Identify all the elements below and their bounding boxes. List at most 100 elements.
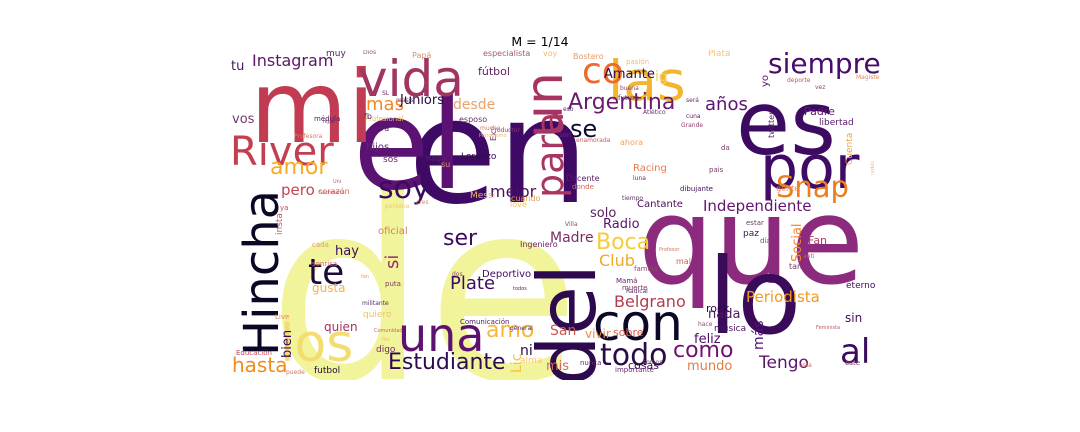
word-los: los bbox=[280, 314, 354, 374]
word-gusta: gusta bbox=[312, 281, 346, 295]
word-siempre: siempre bbox=[768, 50, 880, 80]
word-juniors: Juniors bbox=[400, 93, 444, 108]
word-cloud: de que en el mi es las del lo vida una con los Hincha… bbox=[228, 50, 880, 380]
word-oficial: oficial bbox=[378, 226, 408, 237]
word-cosas: cosas bbox=[628, 359, 659, 372]
word-importante: importante bbox=[615, 366, 654, 374]
word-belgrano: Belgrano bbox=[614, 292, 686, 311]
word-magister: Magister bbox=[856, 74, 880, 81]
word-mi: mi bbox=[250, 50, 376, 166]
word-paz: paz bbox=[743, 229, 759, 239]
word-desde: desde bbox=[453, 97, 496, 113]
word-radical: Radical bbox=[626, 288, 648, 295]
word-dibujante: dibujante bbox=[680, 185, 713, 193]
word-amo: amo bbox=[486, 318, 535, 343]
word-independiente: Independiente bbox=[703, 197, 812, 215]
word-vos: vos bbox=[232, 112, 255, 127]
word-hasta: hasta bbox=[232, 353, 288, 377]
word-sobre: sobre bbox=[613, 326, 644, 339]
word-ser: ser bbox=[443, 226, 478, 251]
word-cada: cada bbox=[312, 241, 329, 249]
word-puta: puta bbox=[385, 280, 401, 288]
word-mucho: mucho bbox=[480, 125, 501, 132]
word-periodista: Periodista bbox=[746, 288, 820, 306]
word-una: una bbox=[398, 308, 485, 362]
word-medula: médula bbox=[314, 115, 341, 123]
word-era: era bbox=[376, 124, 390, 133]
word-estar: estar bbox=[746, 219, 764, 227]
word-profesora: Profesora bbox=[294, 133, 323, 140]
word-tengo: Tengo bbox=[759, 353, 809, 373]
word-profesor: Profesor bbox=[659, 247, 680, 253]
word-ig: ig bbox=[655, 69, 668, 85]
word-villa: Villa bbox=[565, 221, 578, 228]
word-feminista: Feminista bbox=[816, 325, 841, 331]
word-futbol2: futbol bbox=[314, 366, 341, 376]
word-educacion: Educación bbox=[236, 349, 272, 357]
word-nunca: nunca bbox=[580, 359, 602, 367]
word-vivir: vivir bbox=[585, 327, 611, 341]
word-por: por bbox=[760, 133, 860, 203]
word-se: se bbox=[570, 115, 598, 143]
word-muerte: muerte bbox=[622, 284, 648, 292]
word-soy: soy bbox=[378, 171, 430, 206]
word-alma: alma bbox=[520, 356, 543, 366]
word-musica: música bbox=[714, 324, 747, 334]
word-anti: anti bbox=[803, 253, 815, 260]
word-sl: SL bbox=[382, 90, 390, 97]
word-esta: esta bbox=[799, 362, 812, 369]
word-familia: familia bbox=[634, 265, 658, 273]
word-mas2: más bbox=[751, 320, 767, 350]
word-sera: será bbox=[686, 97, 699, 104]
word-racing: Racing bbox=[633, 163, 667, 174]
word-co: co bbox=[582, 51, 624, 92]
word-que: que bbox=[638, 173, 865, 312]
word-nada: nada bbox=[708, 307, 741, 322]
word-love: love bbox=[510, 200, 527, 209]
word-cantante: Cantante bbox=[637, 199, 683, 210]
word-ni: ni bbox=[520, 343, 533, 359]
word-lorenzo: Lorenzo bbox=[461, 152, 497, 162]
word-con: con bbox=[593, 294, 683, 352]
word-profesional: Profesional bbox=[365, 115, 404, 123]
word-grande2: ya bbox=[280, 204, 289, 212]
chart-title: M = 1/14 bbox=[511, 34, 569, 49]
word-cres: cres bbox=[416, 199, 429, 206]
word-dia: día bbox=[760, 237, 771, 245]
word-comunidad: Comunidad bbox=[374, 328, 403, 334]
word-militante: militante bbox=[362, 300, 389, 307]
word-insta: insta bbox=[275, 213, 285, 235]
word-da: da bbox=[721, 144, 730, 152]
word-pasion: pasión bbox=[626, 58, 650, 66]
word-atletico: Atlético bbox=[643, 109, 666, 116]
word-al: al bbox=[840, 332, 871, 372]
word-fb: fb bbox=[364, 112, 372, 121]
word-si: si bbox=[382, 254, 403, 269]
word-corazon: corazón bbox=[318, 187, 350, 196]
word-esposo: esposo bbox=[459, 115, 488, 124]
word-hijos: hijos bbox=[366, 142, 390, 153]
word-tu: tu bbox=[231, 59, 245, 74]
word-su: su bbox=[441, 160, 451, 169]
word-deporte: deporte bbox=[787, 77, 811, 84]
word-sonrisa: sonrisa bbox=[312, 260, 338, 268]
word-muy: muy bbox=[326, 50, 346, 59]
word-hace: hace bbox=[698, 321, 713, 328]
word-ingeniero: Ingeniero bbox=[520, 240, 558, 249]
word-docente: Docente bbox=[566, 174, 600, 183]
word-snap: Snap bbox=[776, 170, 849, 204]
word-secretario: Secretario bbox=[319, 190, 345, 196]
word-cosas2: Periodismo bbox=[479, 133, 507, 139]
word-mal: mal bbox=[676, 257, 691, 266]
word-quiero: quiero bbox=[363, 310, 392, 320]
word-boca: Boca bbox=[596, 230, 651, 255]
word-quien: quien bbox=[324, 320, 358, 334]
word-grande: Grande bbox=[681, 122, 704, 129]
word-mas: mas bbox=[366, 94, 404, 115]
word-productor: Productor bbox=[491, 127, 520, 134]
word-amante: Amante bbox=[604, 67, 655, 82]
word-donde: donde bbox=[572, 183, 594, 191]
word-dios: Dios bbox=[363, 50, 377, 56]
word-plata: Plata bbox=[708, 50, 731, 59]
word-amor: amor bbox=[270, 155, 328, 180]
